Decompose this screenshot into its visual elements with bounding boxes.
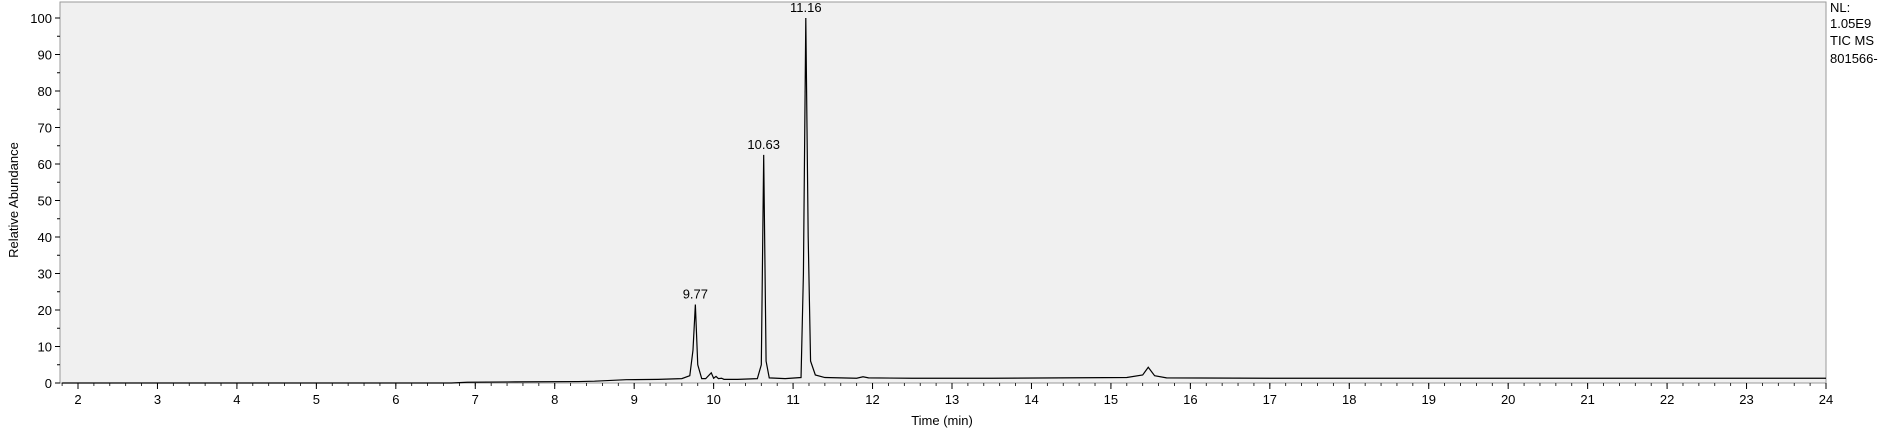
x-axis-label: Time (min) [911, 413, 973, 428]
peak-labels: 9.77 10.63 11.16 [683, 0, 822, 302]
x-tick-label: 8 [551, 392, 558, 407]
peak-label: 11.16 [790, 0, 822, 15]
x-tick-label: 12 [865, 392, 879, 407]
y-axis: 0 10 20 30 40 50 60 70 80 90 100 [30, 11, 60, 391]
x-tick-label: 24 [1819, 392, 1833, 407]
plot-background [59, 1, 1827, 384]
x-tick-label: 19 [1421, 392, 1435, 407]
x-tick-label: 13 [945, 392, 959, 407]
y-tick-label: 50 [38, 194, 52, 209]
y-tick-label: 60 [38, 157, 52, 172]
y-tick-label: 100 [30, 11, 52, 26]
x-tick-label: 3 [154, 392, 161, 407]
tic-trace-line [62, 17, 1826, 384]
y-tick-label: 30 [38, 267, 52, 282]
y-tick-label: 70 [38, 121, 52, 136]
x-axis: 2 3 4 5 6 7 8 9 10 11 12 13 14 15 16 17 18 19 20 21 22 23 24 [61, 383, 1833, 407]
scan-type: TIC MS [1830, 33, 1875, 48]
y-tick-label: 10 [38, 340, 52, 355]
normalization-value: 1.05E9 [1830, 16, 1872, 31]
y-tick-label: 0 [45, 376, 52, 391]
sample-id: 801566- [1830, 51, 1878, 66]
x-tick-label: 15 [1104, 392, 1118, 407]
y-tick-label: 80 [38, 84, 52, 99]
x-tick-label: 23 [1739, 392, 1753, 407]
x-tick-label: 9 [631, 392, 638, 407]
x-tick-label: 7 [472, 392, 479, 407]
x-tick-label: 16 [1183, 392, 1197, 407]
x-tick-label: 22 [1660, 392, 1674, 407]
normalization-label: NL: [1830, 0, 1851, 15]
x-tick-label: 21 [1580, 392, 1594, 407]
y-tick-label: 20 [38, 303, 52, 318]
y-tick-label: 90 [38, 48, 52, 63]
x-tick-label: 4 [233, 392, 240, 407]
x-tick-label: 5 [313, 392, 320, 407]
x-tick-label: 11 [786, 392, 800, 407]
x-tick-label: 17 [1263, 392, 1277, 407]
y-axis-label: Relative Abundance [6, 142, 21, 258]
y-tick-label: 40 [38, 230, 52, 245]
peak-label: 10.63 [747, 137, 780, 152]
x-tick-label: 20 [1501, 392, 1515, 407]
x-tick-label: 14 [1024, 392, 1038, 407]
x-tick-label: 6 [392, 392, 399, 407]
x-tick-label: 10 [706, 392, 720, 407]
peak-label: 9.77 [683, 287, 708, 302]
x-tick-label: 18 [1342, 392, 1356, 407]
x-tick-label: 2 [74, 392, 81, 407]
